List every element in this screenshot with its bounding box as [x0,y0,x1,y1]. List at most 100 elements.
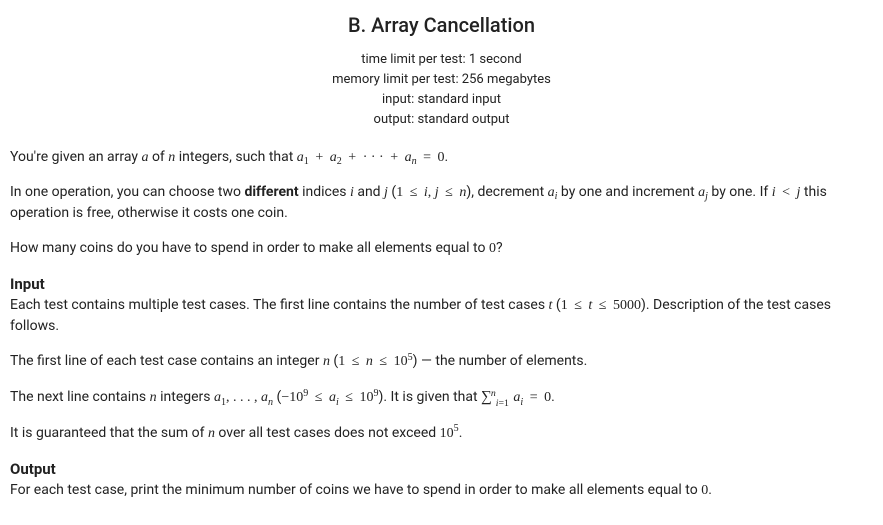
comma: , [428,185,435,200]
exp-9: 9 [303,388,308,399]
text: integers [157,389,214,405]
op-lt: < [776,185,797,200]
text: indices [299,184,350,200]
var-a: a [297,150,304,165]
text: ( [330,353,338,369]
bold-different: different [244,184,298,200]
output-heading: Output [10,458,873,481]
range-ai: −109 ≤ ai ≤ 109 [281,389,378,405]
input-heading: Input [10,273,873,296]
exp-5: 5 [408,352,413,363]
text: ( [552,297,560,313]
var-a: a [329,390,336,405]
sub-j: j [705,191,708,202]
range-n: 1 ≤ n ≤ 105 [338,353,412,369]
var-n: n [208,426,215,441]
statement-p3: How many coins do you have to spend in o… [10,238,873,259]
num-10: 10 [394,354,408,369]
op-plus: + [309,150,330,165]
range-t: 1 ≤ t ≤ 5000 [561,297,641,313]
text: integers, such that [175,149,297,165]
text: The next line contains [10,389,150,405]
text: over all test cases does not exceed [215,425,440,441]
op-plus: + [342,150,363,165]
input-mode: input: standard input [10,90,873,110]
text: . [445,149,449,165]
sub-i: i [336,397,339,408]
statement-p2: In one operation, you can choose two dif… [10,182,873,224]
range-ij: 1 ≤ i, j ≤ n [396,184,466,200]
op-le: ≤ [308,390,329,405]
text: . [551,389,555,405]
num-1: 1 [561,298,568,313]
exp-9: 9 [373,388,378,399]
op-le: ≤ [339,390,360,405]
output-p1: For each test case, print the minimum nu… [10,480,873,501]
sub-i: i [520,397,523,408]
op-le: ≤ [568,298,589,313]
text: How many coins do you have to spend in o… [10,240,489,256]
text: Each test contains multiple test cases. … [10,297,549,313]
text: ), decrement [466,184,547,200]
input-p2: The first line of each test case contain… [10,351,873,372]
var-a: a [214,390,221,405]
input-p3: The next line contains n integers a1, . … [10,386,873,409]
sub-n: n [268,397,273,408]
var-a: a [261,390,268,405]
num-10: 10 [359,390,373,405]
op-le: ≤ [439,185,460,200]
op-le: ≤ [403,185,424,200]
text: ) — the number of elements. [413,353,588,369]
sum-lo: i=1 [496,398,509,409]
text: ( [388,184,396,200]
statement-p1: You're given an array a of n integers, s… [10,147,873,168]
sub-1: 1 [221,397,226,408]
sum-expr: ∑ni=1 ai = 0 [481,389,551,405]
text: In one operation, you can choose two [10,184,244,200]
dots: , . . . , [226,390,261,405]
op-eq: = [523,390,544,405]
op-le: ≤ [373,354,394,369]
num-1: 1 [504,398,509,409]
text: You're given an array [10,149,141,165]
text: . [459,425,463,441]
op-le: ≤ [345,354,366,369]
text: For each test case, print the minimum nu… [10,482,701,498]
input-p1: Each test contains multiple test cases. … [10,295,873,337]
text: It is guaranteed that the sum of [10,425,208,441]
op-le: ≤ [592,298,613,313]
lt-expr: i < j [772,184,801,200]
sub-n: n [412,156,417,167]
problem-title: B. Array Cancellation [10,10,873,40]
num-0: 0 [489,241,496,256]
op-eq: = [417,150,438,165]
sub-1: 1 [304,156,309,167]
text: ? [496,240,503,256]
num-5000: 5000 [613,298,641,313]
bound-n: 105 [440,425,459,441]
var-n: n [366,354,373,369]
var-a: a [548,185,555,200]
sum-hi: n [491,388,496,399]
input-p4: It is guaranteed that the sum of n over … [10,423,873,444]
op-plus: + [384,150,405,165]
num-0: 0 [438,150,445,165]
num-10: 10 [440,426,454,441]
text: by one. If [708,184,772,200]
num-10: 10 [289,390,303,405]
output-mode: output: standard output [10,110,873,130]
var-a: a [330,150,337,165]
memory-limit: memory limit per test: 256 megabytes [10,70,873,90]
var-n: n [323,354,330,369]
text: The first line of each test case contain… [10,353,323,369]
time-limit: time limit per test: 1 second [10,50,873,70]
text: ). It is given that [379,389,482,405]
dots: · · · [363,150,384,165]
text: . [708,482,712,498]
text: and [354,184,384,200]
problem-header: B. Array Cancellation time limit per tes… [10,10,873,131]
sum-equation: a1 + a2 + · · · + an = 0 [297,149,445,165]
array-list: a1, . . . , an [214,389,273,405]
var-a: a [405,150,412,165]
var-n: n [150,390,157,405]
